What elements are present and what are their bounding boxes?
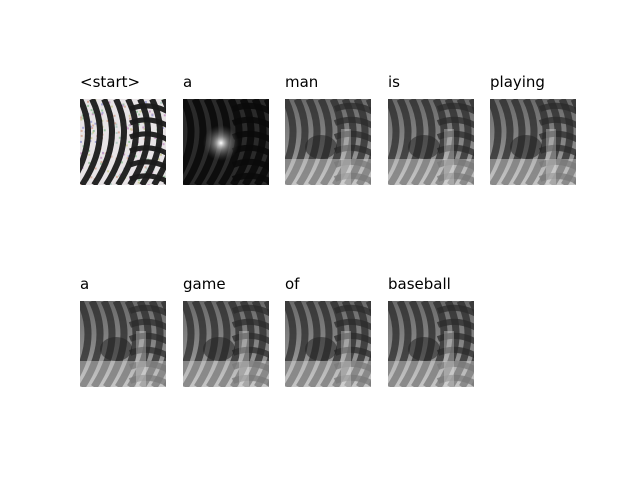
attention-map-image xyxy=(490,99,576,185)
attention-map-image xyxy=(285,301,371,387)
caption-token: is xyxy=(388,73,400,91)
attention-panel xyxy=(388,99,474,185)
attention-map-image xyxy=(285,99,371,185)
caption-token: a xyxy=(183,73,193,91)
attention-panel xyxy=(183,99,269,185)
caption-token: man xyxy=(285,73,319,91)
caption-token: baseball xyxy=(388,275,451,293)
attention-map-image xyxy=(183,301,269,387)
attention-panel xyxy=(80,99,166,185)
attention-panel xyxy=(183,301,269,387)
caption-token: playing xyxy=(490,73,545,91)
attention-panel xyxy=(285,301,371,387)
attention-map-image xyxy=(80,99,166,185)
attention-panel xyxy=(285,99,371,185)
attention-panel xyxy=(490,99,576,185)
caption-token: <start> xyxy=(80,73,141,91)
attention-map-image xyxy=(388,99,474,185)
attention-panel xyxy=(80,301,166,387)
attention-panel xyxy=(388,301,474,387)
caption-token: a xyxy=(80,275,90,293)
attention-map-image xyxy=(183,99,269,185)
attention-map-image xyxy=(388,301,474,387)
caption-token: of xyxy=(285,275,300,293)
attention-map-image xyxy=(80,301,166,387)
caption-token: game xyxy=(183,275,226,293)
